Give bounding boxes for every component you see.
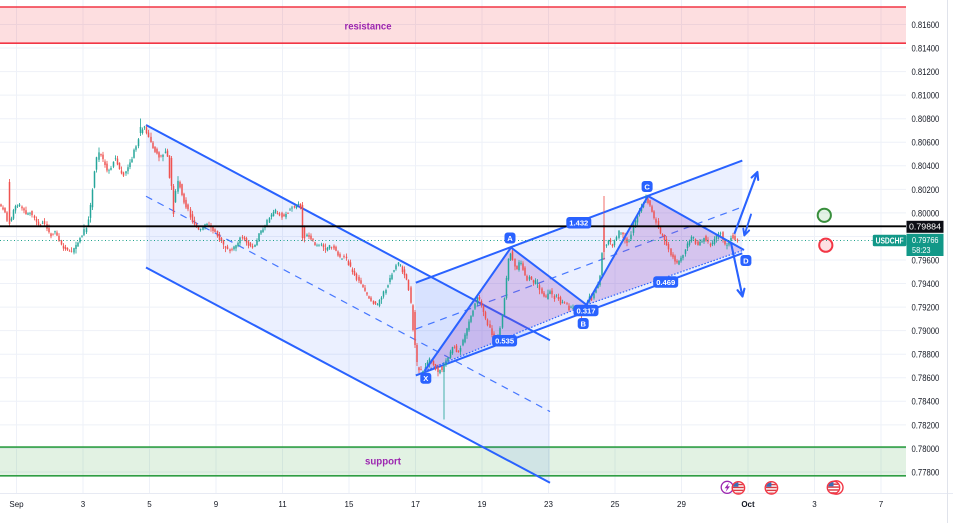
svg-text:0.80000: 0.80000 xyxy=(912,207,940,218)
svg-text:0.535: 0.535 xyxy=(495,337,515,346)
svg-text:0.81200: 0.81200 xyxy=(912,66,940,77)
svg-text:0.469: 0.469 xyxy=(656,278,675,287)
svg-text:D: D xyxy=(743,256,749,265)
svg-text:3: 3 xyxy=(81,500,86,509)
svg-text:0.78200: 0.78200 xyxy=(912,419,940,430)
svg-text:5: 5 xyxy=(147,500,152,509)
svg-text:support: support xyxy=(365,456,401,468)
svg-text:17: 17 xyxy=(411,500,420,509)
svg-text:15: 15 xyxy=(345,500,354,509)
svg-text:0.79200: 0.79200 xyxy=(912,302,940,313)
svg-text:0.79766: 0.79766 xyxy=(912,235,939,245)
svg-text:0.78400: 0.78400 xyxy=(912,396,940,407)
svg-text:23: 23 xyxy=(544,500,553,509)
svg-text:29: 29 xyxy=(677,500,686,509)
svg-text:7: 7 xyxy=(879,500,884,509)
svg-text:0.80200: 0.80200 xyxy=(912,184,940,195)
svg-text:25: 25 xyxy=(611,500,620,509)
svg-text:0.79000: 0.79000 xyxy=(912,325,940,336)
svg-text:0.79600: 0.79600 xyxy=(912,254,940,265)
svg-text:B: B xyxy=(580,319,586,328)
svg-text:1.432: 1.432 xyxy=(569,219,588,228)
svg-text:0.78000: 0.78000 xyxy=(912,443,940,454)
svg-text:Sep: Sep xyxy=(9,500,24,509)
svg-text:C: C xyxy=(644,182,650,191)
svg-text:0.81600: 0.81600 xyxy=(912,19,940,30)
svg-text:19: 19 xyxy=(478,500,487,509)
svg-text:0.81000: 0.81000 xyxy=(912,90,940,101)
svg-text:0.81400: 0.81400 xyxy=(912,42,940,53)
svg-text:USDCHF: USDCHF xyxy=(876,237,904,246)
svg-text:Oct: Oct xyxy=(741,500,755,509)
svg-text:11: 11 xyxy=(278,500,287,509)
svg-text:A: A xyxy=(507,234,513,243)
svg-text:0.79884: 0.79884 xyxy=(909,222,941,232)
svg-text:0.317: 0.317 xyxy=(576,306,595,315)
svg-text:0.78600: 0.78600 xyxy=(912,372,940,383)
svg-text:X: X xyxy=(423,374,428,383)
svg-text:58:23: 58:23 xyxy=(912,245,931,255)
svg-text:0.77800: 0.77800 xyxy=(912,466,940,477)
svg-text:9: 9 xyxy=(214,500,219,509)
svg-text:0.80800: 0.80800 xyxy=(912,113,940,124)
svg-text:0.79400: 0.79400 xyxy=(912,278,940,289)
svg-text:0.80400: 0.80400 xyxy=(912,160,940,171)
svg-text:resistance: resistance xyxy=(345,21,392,33)
svg-text:0.78800: 0.78800 xyxy=(912,349,940,360)
svg-text:0.80600: 0.80600 xyxy=(912,137,940,148)
svg-text:3: 3 xyxy=(812,500,817,509)
